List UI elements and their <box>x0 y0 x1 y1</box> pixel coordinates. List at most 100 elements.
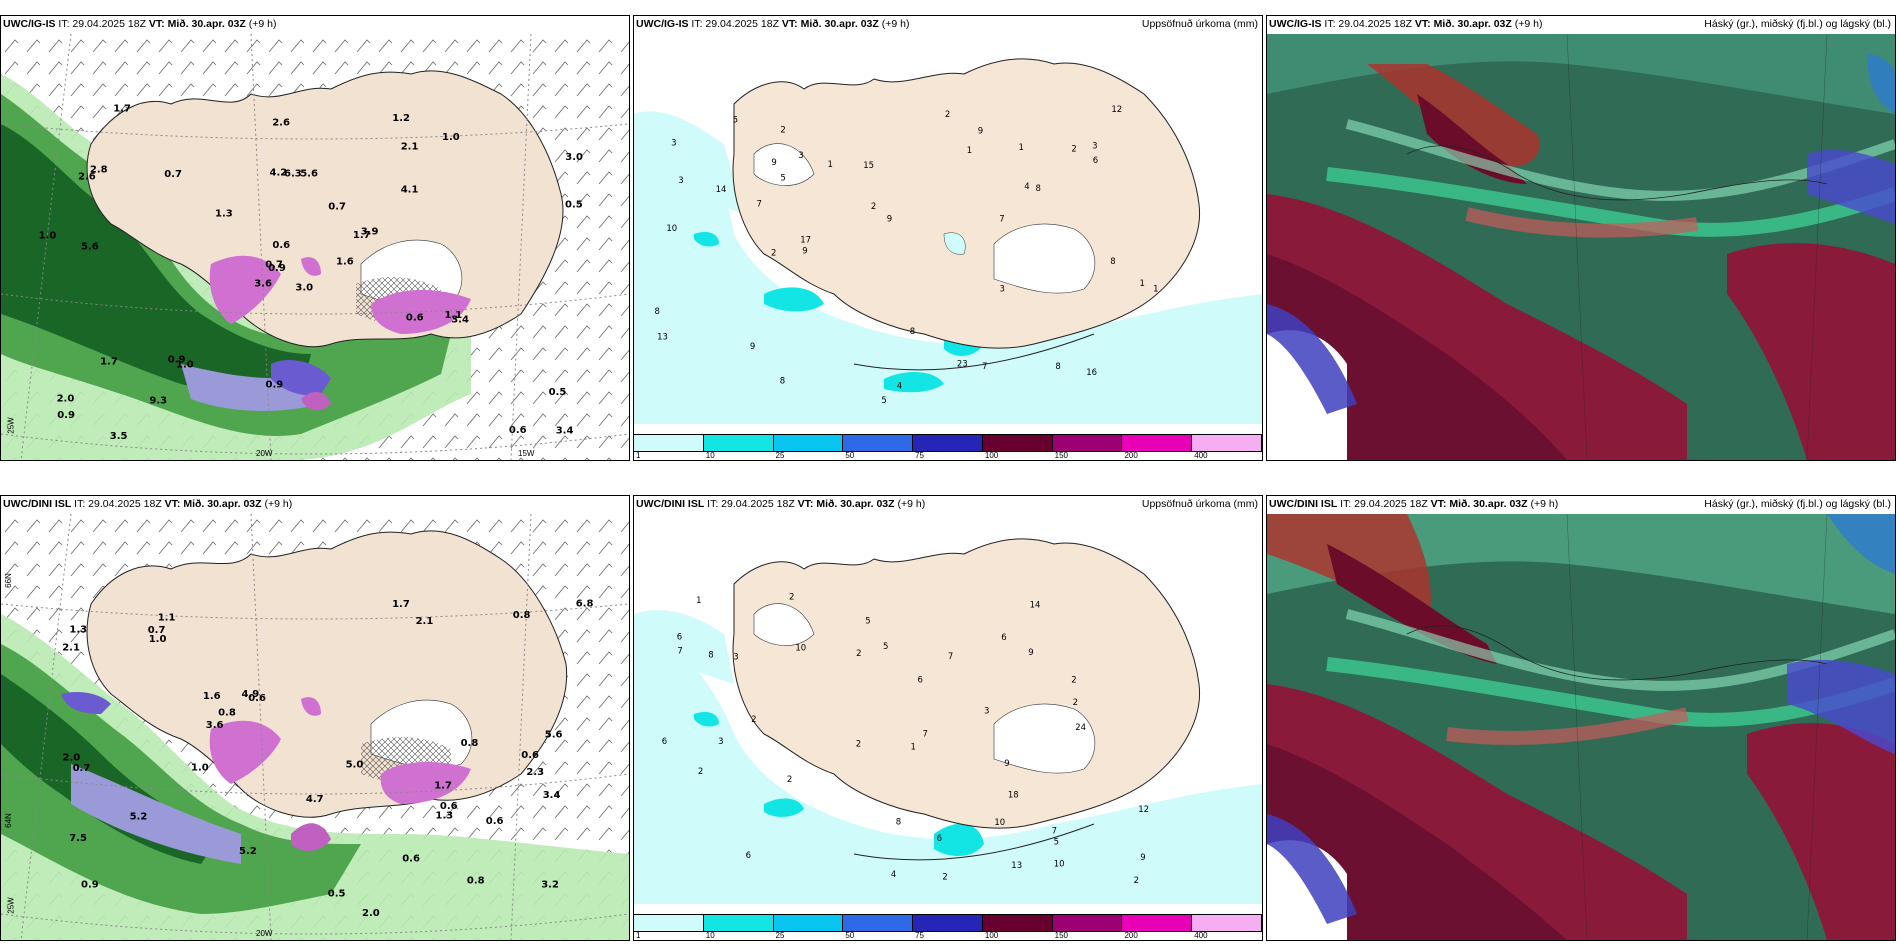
wind-map: 1.7 2.3 0.9 1.1 0.6 0.8 7.5 2.1 1.6 2.0 2.1 2.0 1.3 3… <box>1 514 629 940</box>
value-label: 0.6 <box>402 853 420 864</box>
value-label: 3 <box>718 737 723 747</box>
colorbar-swatch <box>773 435 844 451</box>
value-label: 0.6 <box>272 240 290 251</box>
colorbar-swatch <box>1122 915 1193 931</box>
value-label: 0.5 <box>549 387 567 398</box>
value-label: 0.6 <box>406 312 424 323</box>
value-label: 6 <box>662 737 667 747</box>
colorbar-tick: 50 <box>845 931 855 940</box>
colorbar-swatch <box>1192 915 1262 931</box>
value-label: 1.1 <box>158 613 176 624</box>
value-label: 0.9 <box>168 354 186 365</box>
value-label: 10 <box>666 224 677 234</box>
value-label: 2.6 <box>78 171 96 182</box>
value-label: 2.1 <box>416 616 434 627</box>
value-label: 1.1 <box>445 310 463 321</box>
value-label: 9 <box>750 342 755 352</box>
colorbar-swatch <box>1192 435 1262 451</box>
value-label: 2.1 <box>62 643 80 654</box>
colorbar-tick: 10 <box>705 931 715 940</box>
value-label: 5.6 <box>300 168 318 179</box>
value-label: 2.0 <box>63 752 81 763</box>
value-label: 3 <box>984 706 989 716</box>
value-label: 0.9 <box>268 263 286 274</box>
value-label: 3.4 <box>543 790 561 801</box>
value-label: 9 <box>978 127 983 137</box>
value-label: 2 <box>787 775 792 785</box>
value-label: 1 <box>828 160 833 170</box>
value-label: 0.6 <box>509 425 527 436</box>
lon-label-left: 25W <box>6 897 16 914</box>
value-label: 1.6 <box>336 257 354 268</box>
value-label: 2.3 <box>526 767 544 778</box>
cloud-map-svg <box>1267 514 1895 940</box>
value-label: 2 <box>1071 145 1076 155</box>
value-label: 2 <box>856 739 861 749</box>
cloud-title: Háský (gr.), miðský (fj.bl.) og lágský (… <box>1704 18 1891 30</box>
value-label: 0.7 <box>73 763 91 774</box>
value-label: 8 <box>1110 257 1115 267</box>
value-label: 5.2 <box>130 812 148 823</box>
colorbar-tick: 1 <box>636 451 641 460</box>
value-label: 7 <box>982 362 987 372</box>
value-label: 4.7 <box>306 794 324 805</box>
value-label: 2.0 <box>362 908 380 919</box>
value-label: 3.4 <box>451 315 469 326</box>
value-label: 9 <box>1004 759 1009 769</box>
value-label: 0.8 <box>218 707 236 718</box>
panel-title: UWC/DINI ISL IT: 29.04.2025 18Z VT: Mið.… <box>1269 498 1559 510</box>
colorbar-swatch <box>982 915 1053 931</box>
precip-colorbar-ticks: 1 10 25 50 75 100 150 200 400 <box>634 931 1262 940</box>
value-label: 5 <box>881 396 886 406</box>
lon-label-right: 15W <box>518 449 535 458</box>
value-label: 1.0 <box>39 230 57 241</box>
precip-value-labels: 6562452622779899121061878322312756314242… <box>662 593 1149 886</box>
cloud-map <box>1267 514 1895 940</box>
cloud-panel-row1: UWC/IG-IS IT: 29.04.2025 18Z VT: Mið. 30… <box>1266 15 1896 461</box>
value-label: 0.9 <box>57 410 75 421</box>
value-label: 5 <box>780 173 785 183</box>
value-label: 3.0 <box>295 282 313 293</box>
panel-title: UWC/DINI ISL IT: 29.04.2025 18Z VT: Mið.… <box>3 498 293 510</box>
colorbar-swatch <box>913 915 983 931</box>
value-label: 3.5 <box>110 431 128 442</box>
value-label: 3.9 <box>361 227 379 238</box>
value-label: 5 <box>1054 837 1059 847</box>
precip-colorbar <box>634 914 1262 932</box>
colorbar-tick: 400 <box>1194 931 1208 940</box>
value-label: 6.8 <box>576 598 594 609</box>
value-label: 5 <box>865 616 870 626</box>
value-label: 9 <box>802 247 807 257</box>
value-label: 0.8 <box>513 610 531 621</box>
value-label: 15 <box>863 161 874 171</box>
value-label: 0.7 <box>265 260 283 271</box>
lon-label-mid: 20W <box>256 929 273 938</box>
lon-label-mid: 20W <box>256 449 273 458</box>
value-label: 12 <box>1138 805 1149 815</box>
colorbar-tick: 25 <box>775 451 785 460</box>
value-label: 0.6 <box>521 750 539 761</box>
value-label: 3 <box>798 151 803 161</box>
precip-map-svg: 6562452622779899121061878322312756314242… <box>634 514 1262 904</box>
wind-panel-row1: UWC/IG-IS IT: 29.04.2025 18Z VT: Mið. 30… <box>0 15 630 461</box>
value-label: 2 <box>1134 876 1139 886</box>
value-label: 2 <box>1071 675 1076 685</box>
value-label: 4 <box>897 382 902 392</box>
colorbar-tick: 75 <box>915 931 925 940</box>
value-label: 6 <box>746 851 751 861</box>
value-label: 23 <box>957 360 968 370</box>
value-label: 2 <box>945 110 950 120</box>
value-label: 0.7 <box>148 625 166 636</box>
value-label: 7 <box>948 652 953 662</box>
value-label: 1.0 <box>442 132 460 143</box>
value-label: 0.9 <box>266 380 284 391</box>
value-label: 6.3 <box>284 169 302 180</box>
wind-map-svg: 1.7 2.3 0.9 1.1 0.6 0.8 7.5 2.1 1.6 2.0 2.1 2.0 1.3 3… <box>1 514 629 940</box>
colorbar-swatch <box>1122 435 1193 451</box>
precip-title: Uppsöfnuð úrkoma (mm) <box>1141 18 1258 30</box>
colorbar-tick: 75 <box>915 451 925 460</box>
colorbar-tick: 150 <box>1054 451 1069 460</box>
value-label: 17 <box>800 236 811 246</box>
value-label: 3 <box>1092 142 1097 152</box>
